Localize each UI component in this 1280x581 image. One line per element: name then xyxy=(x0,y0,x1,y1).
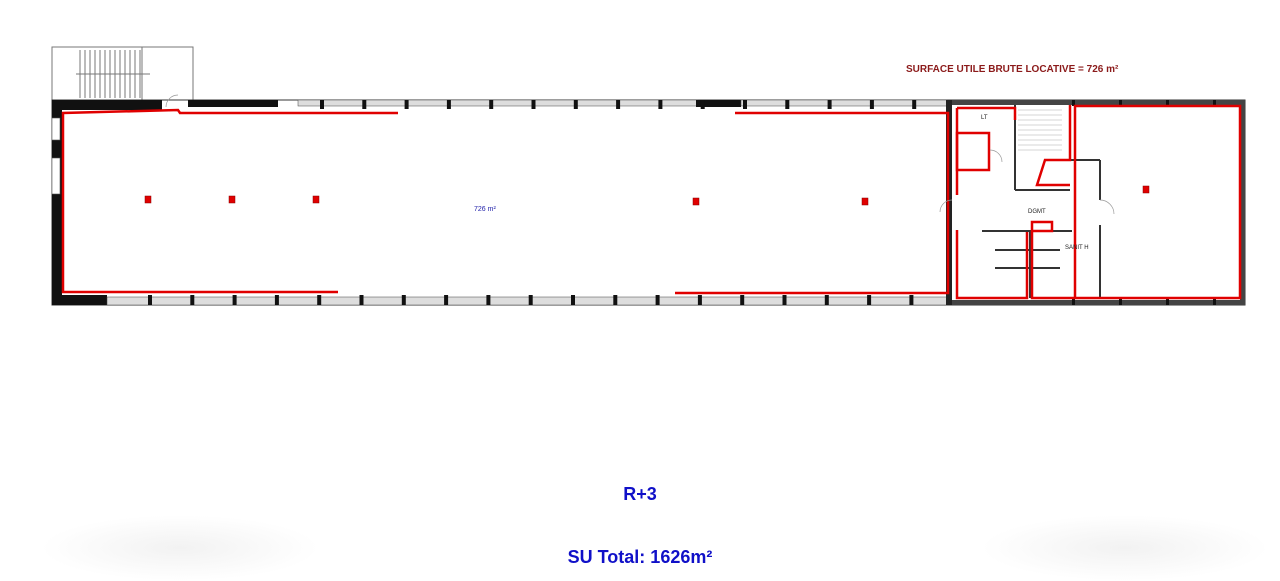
window-mullion xyxy=(190,295,195,305)
window-mullion xyxy=(148,295,152,305)
interior-stair xyxy=(1018,109,1062,151)
surface-title: SURFACE UTILE BRUTE LOCATIVE = 726 m² xyxy=(906,64,1119,75)
window-mullion xyxy=(827,100,832,109)
window-mullion xyxy=(1119,100,1122,106)
window-mullion xyxy=(912,100,917,109)
window-mullion xyxy=(573,100,578,109)
window-mullion xyxy=(359,295,364,305)
window-mullion xyxy=(1166,100,1169,106)
window-mullion xyxy=(362,100,367,109)
doors xyxy=(165,94,1115,215)
window-mullion xyxy=(740,295,745,305)
window-mullion xyxy=(1213,100,1216,106)
window-mullion xyxy=(743,100,747,109)
room-label-dgmt: DGMT xyxy=(1028,209,1046,215)
window-mullion xyxy=(320,100,324,109)
floor-level: R+3 xyxy=(623,484,657,504)
building-walls xyxy=(51,99,1246,306)
main-area-label: 726 m² xyxy=(474,206,496,213)
footer-shadow-right xyxy=(980,515,1270,581)
window-mullion xyxy=(909,295,914,305)
window-mullion xyxy=(274,295,279,305)
interior-walls xyxy=(982,105,1101,298)
room-label-sanit: SANIT H xyxy=(1065,245,1089,251)
window-mullion xyxy=(446,100,451,109)
window-mullion xyxy=(782,295,787,305)
window-mullion xyxy=(658,100,663,109)
footer-shadow-left xyxy=(40,515,320,581)
window-mullion xyxy=(528,295,533,305)
structural-columns xyxy=(144,185,1150,206)
window-mullion xyxy=(531,100,536,109)
window-mullion xyxy=(785,100,790,109)
window-mullion xyxy=(869,100,874,109)
window-mullion xyxy=(613,295,618,305)
window-mullion xyxy=(867,295,872,305)
total-surface: SU Total: 1626m² xyxy=(567,547,713,567)
window-mullion xyxy=(571,295,575,305)
window-mullion xyxy=(1072,100,1075,106)
external-staircase xyxy=(51,46,194,101)
window-mullion xyxy=(444,295,449,305)
window-mullion xyxy=(489,100,494,109)
window-mullion xyxy=(655,295,660,305)
window-mullion xyxy=(232,295,237,305)
window-mullion xyxy=(1166,299,1169,305)
room-label-lt: LT xyxy=(981,115,988,121)
window-mullion xyxy=(1072,299,1075,305)
window-mullion xyxy=(697,295,702,305)
window-mullion xyxy=(317,295,322,305)
window-mullion xyxy=(824,295,829,305)
window-mullion xyxy=(1213,299,1216,305)
window-mullion xyxy=(1119,299,1122,305)
window-mullion xyxy=(404,100,409,109)
window-mullion xyxy=(486,295,491,305)
window-mullion xyxy=(700,100,705,109)
window-mullion xyxy=(401,295,406,305)
window-mullion xyxy=(616,100,621,109)
surface-outline xyxy=(61,104,1242,300)
